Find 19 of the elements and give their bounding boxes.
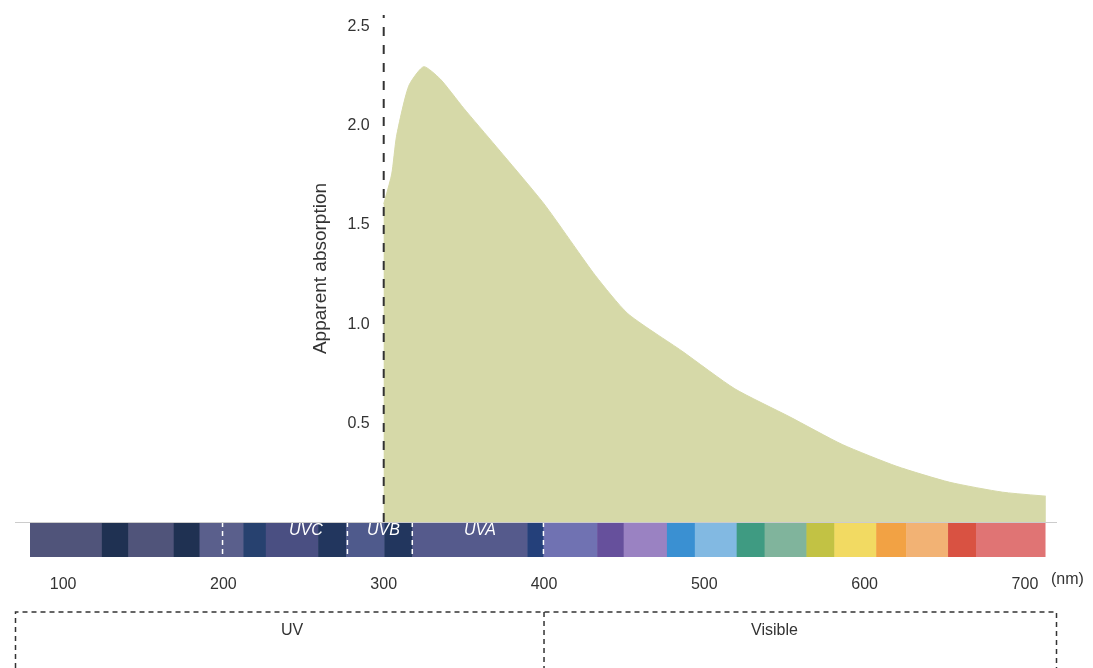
x-tick-label: 200 bbox=[210, 575, 237, 593]
x-tick-label: 300 bbox=[370, 575, 398, 593]
text: UV bbox=[281, 621, 304, 638]
y-tick-label: 1.0 bbox=[347, 314, 370, 332]
text: Visible bbox=[751, 621, 798, 638]
y-axis-title: Apparent absorption bbox=[309, 182, 331, 355]
y-tick-label: 2.5 bbox=[347, 16, 370, 34]
y-tick-label: 2.0 bbox=[347, 115, 370, 133]
x-tick-label: 100 bbox=[49, 575, 77, 593]
y-tick-label: 0.5 bbox=[347, 414, 370, 432]
x-tick-label: 400 bbox=[530, 575, 558, 593]
x-tick-label: 500 bbox=[690, 575, 718, 593]
y-tick-label: 1.5 bbox=[347, 215, 370, 233]
annotation: UVA bbox=[464, 521, 497, 538]
x-tick-label: 600 bbox=[851, 575, 879, 593]
annotation: UVB bbox=[367, 521, 401, 538]
x-tick-label: 700 bbox=[1011, 575, 1039, 593]
x-axis-title: (nm) bbox=[1051, 570, 1084, 587]
annotation: UVC bbox=[289, 521, 324, 538]
